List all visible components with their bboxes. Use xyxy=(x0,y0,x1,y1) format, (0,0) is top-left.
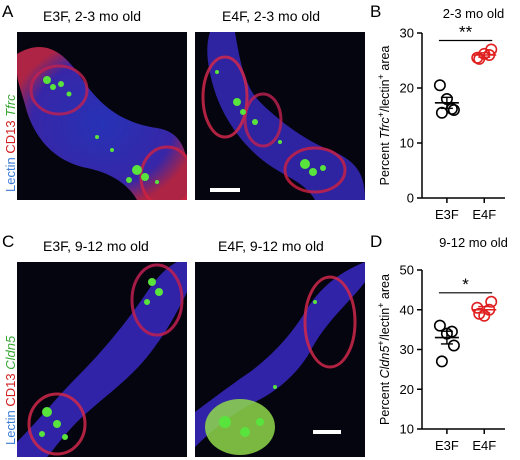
y-axis-label-part: Percent xyxy=(378,139,392,186)
panel-a-stain-label: Lectin CD13 Tfrc xyxy=(3,94,18,192)
lectin-stain-label: Lectin xyxy=(3,157,18,192)
x-tick-label: E3F xyxy=(435,207,459,222)
y-axis-label-part: Cldn5 xyxy=(378,346,392,379)
y-axis-label-part: /lectin xyxy=(378,79,392,112)
data-point xyxy=(485,295,498,308)
data-point xyxy=(471,301,484,314)
tfrc-stain-label: Tfrc xyxy=(3,94,18,117)
scale-bar xyxy=(210,188,240,192)
significance-marker: * xyxy=(462,275,469,294)
y-axis-label: Percent Tfrc+/lectin+ area xyxy=(376,46,392,186)
cd13-stain-label: CD13 xyxy=(3,120,18,154)
data-point xyxy=(473,52,486,65)
panel-c-stain-label: Lectin CD13 Cldn5 xyxy=(3,336,18,445)
data-point xyxy=(435,355,448,368)
y-axis-label-part: /lectin xyxy=(378,308,392,341)
y-axis-label-part: + xyxy=(376,112,386,117)
data-point xyxy=(473,307,486,320)
x-tick-label: E3F xyxy=(435,438,459,453)
chart-title: 2-3 mo old xyxy=(443,6,504,21)
y-tick-label: 10 xyxy=(400,136,414,151)
micrograph-c-e4f xyxy=(195,262,365,457)
panel-c-left-title: E3F, 9-12 mo old xyxy=(43,238,149,254)
y-axis-label-part: Tfrc xyxy=(378,117,392,139)
panel-a-left-title: E3F, 2-3 mo old xyxy=(43,8,142,24)
panel-label-b: B xyxy=(370,2,382,21)
y-tick-label: 20 xyxy=(400,382,414,397)
micrograph-c-e3f xyxy=(17,262,187,457)
panel-label-d: D xyxy=(370,232,383,251)
cd13-stain-label: CD13 xyxy=(3,373,18,407)
y-tick-label: 10 xyxy=(400,422,414,437)
micrograph-a-e3f xyxy=(17,32,187,200)
y-axis-label-part: + xyxy=(376,340,386,345)
y-axis-label-part: Percent xyxy=(378,378,392,425)
y-axis-label-part: + xyxy=(376,74,386,79)
significance-marker: ** xyxy=(459,23,473,42)
data-point xyxy=(447,339,460,352)
x-tick-label: E4F xyxy=(472,207,496,222)
y-axis-label-part: area xyxy=(378,46,392,75)
y-axis-label-part: + xyxy=(376,303,386,308)
data-point xyxy=(433,79,446,92)
panel-label-c: C xyxy=(2,232,15,251)
y-tick-label: 20 xyxy=(400,81,414,96)
panel-c-right-title: E4F, 9-12 mo old xyxy=(218,238,324,254)
chart-title: 9-12 mo old xyxy=(439,235,508,250)
y-axis-label-part: area xyxy=(378,274,392,303)
scale-bar xyxy=(313,430,341,434)
micrograph-a-e4f-image xyxy=(201,32,365,200)
micrograph-c-e4f-image xyxy=(195,262,365,455)
y-axis-label: Percent Cldn5+/lectin+ area xyxy=(376,274,392,425)
panel-label-a: A xyxy=(2,2,14,21)
y-tick-label: 40 xyxy=(400,302,414,317)
data-point xyxy=(433,319,446,332)
micrograph-a-e3f-image xyxy=(17,47,187,200)
micrograph-a-e4f xyxy=(195,32,365,200)
cldn5-stain-label: Cldn5 xyxy=(3,335,18,370)
data-point xyxy=(435,106,448,119)
y-tick-label: 50 xyxy=(400,263,414,278)
x-tick-label: E4F xyxy=(472,438,496,453)
y-tick-label: 30 xyxy=(400,342,414,357)
y-tick-label: 0 xyxy=(407,191,414,206)
y-tick-label: 30 xyxy=(400,26,414,41)
panel-a-right-title: E4F, 2-3 mo old xyxy=(222,8,321,24)
lectin-stain-label: Lectin xyxy=(3,410,18,445)
micrograph-c-e3f-image xyxy=(17,262,187,457)
